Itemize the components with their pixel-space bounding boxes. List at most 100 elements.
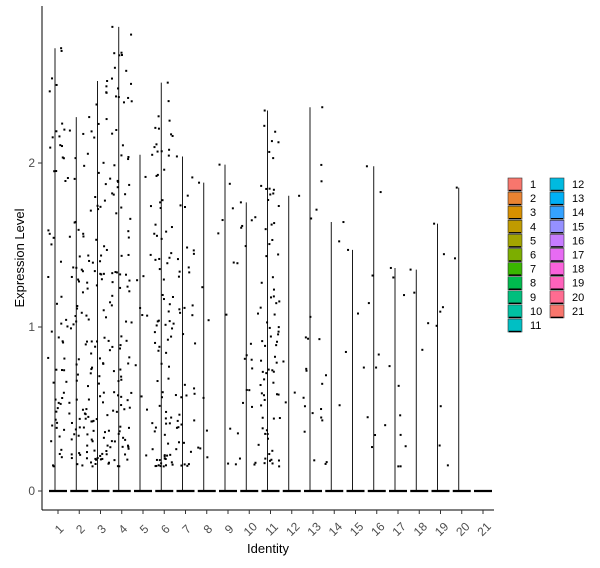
x-tick-label: 1 xyxy=(52,522,67,537)
data-point xyxy=(163,433,166,436)
data-point xyxy=(61,122,64,125)
data-point xyxy=(128,356,131,359)
data-point xyxy=(74,315,77,318)
data-point xyxy=(65,318,68,321)
data-point xyxy=(60,49,63,52)
data-point xyxy=(178,308,181,311)
data-point xyxy=(186,464,189,467)
data-point xyxy=(142,275,145,278)
data-point xyxy=(268,187,271,190)
violin-group-16 xyxy=(365,165,387,493)
data-point xyxy=(277,253,280,256)
data-point xyxy=(76,304,79,307)
data-point xyxy=(113,164,116,167)
data-point xyxy=(180,423,183,426)
data-point xyxy=(115,212,118,215)
data-point xyxy=(155,143,158,146)
data-point xyxy=(243,357,246,360)
x-axis-title: Identity xyxy=(247,541,289,556)
data-point xyxy=(397,465,400,468)
data-point xyxy=(104,183,107,186)
data-point xyxy=(167,442,170,445)
data-point xyxy=(50,243,53,246)
data-point xyxy=(254,461,257,464)
data-point xyxy=(78,280,81,283)
data-point xyxy=(98,375,101,378)
data-point xyxy=(75,363,78,366)
plot-area xyxy=(47,25,492,493)
data-point xyxy=(59,260,62,263)
data-point xyxy=(70,438,73,441)
data-point xyxy=(86,287,89,290)
data-point xyxy=(99,458,102,461)
data-point xyxy=(270,223,273,226)
legend-label: 10 xyxy=(530,306,542,318)
data-point xyxy=(344,350,347,353)
data-point xyxy=(82,132,85,135)
data-point xyxy=(229,427,232,430)
data-point xyxy=(55,410,58,413)
data-point xyxy=(60,456,63,459)
data-point xyxy=(111,272,114,275)
data-point xyxy=(320,416,323,419)
data-point xyxy=(120,54,123,57)
data-point xyxy=(130,321,133,324)
data-point xyxy=(269,193,272,196)
data-point xyxy=(111,281,114,284)
data-point xyxy=(342,221,345,224)
legend-swatch xyxy=(507,276,523,291)
data-point xyxy=(248,389,251,392)
data-point xyxy=(304,336,307,339)
data-point xyxy=(101,452,104,455)
data-point xyxy=(76,373,79,376)
data-point xyxy=(89,209,92,212)
data-point xyxy=(106,414,109,417)
data-point xyxy=(307,337,310,340)
data-point xyxy=(107,429,110,432)
x-tick-label: 7 xyxy=(179,522,194,537)
data-point xyxy=(264,457,267,460)
data-point xyxy=(127,156,130,159)
data-point xyxy=(178,270,181,273)
data-point xyxy=(274,130,277,133)
data-point xyxy=(57,401,60,404)
legend-item-6: 6 xyxy=(507,248,536,262)
legend-swatch xyxy=(507,304,523,319)
data-point xyxy=(266,321,269,324)
data-point xyxy=(293,391,296,394)
data-point xyxy=(156,150,159,153)
data-point xyxy=(127,426,130,429)
data-point xyxy=(75,398,78,401)
data-point xyxy=(441,306,444,309)
data-point xyxy=(76,463,79,466)
data-point xyxy=(159,465,162,468)
data-point xyxy=(96,457,99,460)
data-point xyxy=(171,295,174,298)
data-point xyxy=(273,222,276,225)
data-point xyxy=(51,136,54,139)
data-point xyxy=(151,153,154,156)
data-point xyxy=(189,450,192,453)
legend-label: 1 xyxy=(530,179,536,191)
data-point xyxy=(129,217,132,220)
data-point xyxy=(86,152,89,155)
data-point xyxy=(134,364,137,367)
data-point xyxy=(93,270,96,273)
data-point xyxy=(99,454,102,457)
data-point xyxy=(206,456,209,459)
data-point xyxy=(74,428,77,431)
data-point xyxy=(191,314,194,317)
data-point xyxy=(321,419,324,422)
data-point xyxy=(100,273,103,276)
data-point xyxy=(272,295,275,298)
data-point xyxy=(58,435,61,438)
data-point xyxy=(82,426,85,429)
data-point xyxy=(409,268,412,271)
data-point xyxy=(266,437,269,440)
data-point xyxy=(146,408,149,411)
data-point xyxy=(127,362,130,365)
data-point xyxy=(158,404,161,407)
violin-group-3 xyxy=(89,80,112,493)
data-point xyxy=(128,406,131,409)
data-point xyxy=(240,226,243,229)
